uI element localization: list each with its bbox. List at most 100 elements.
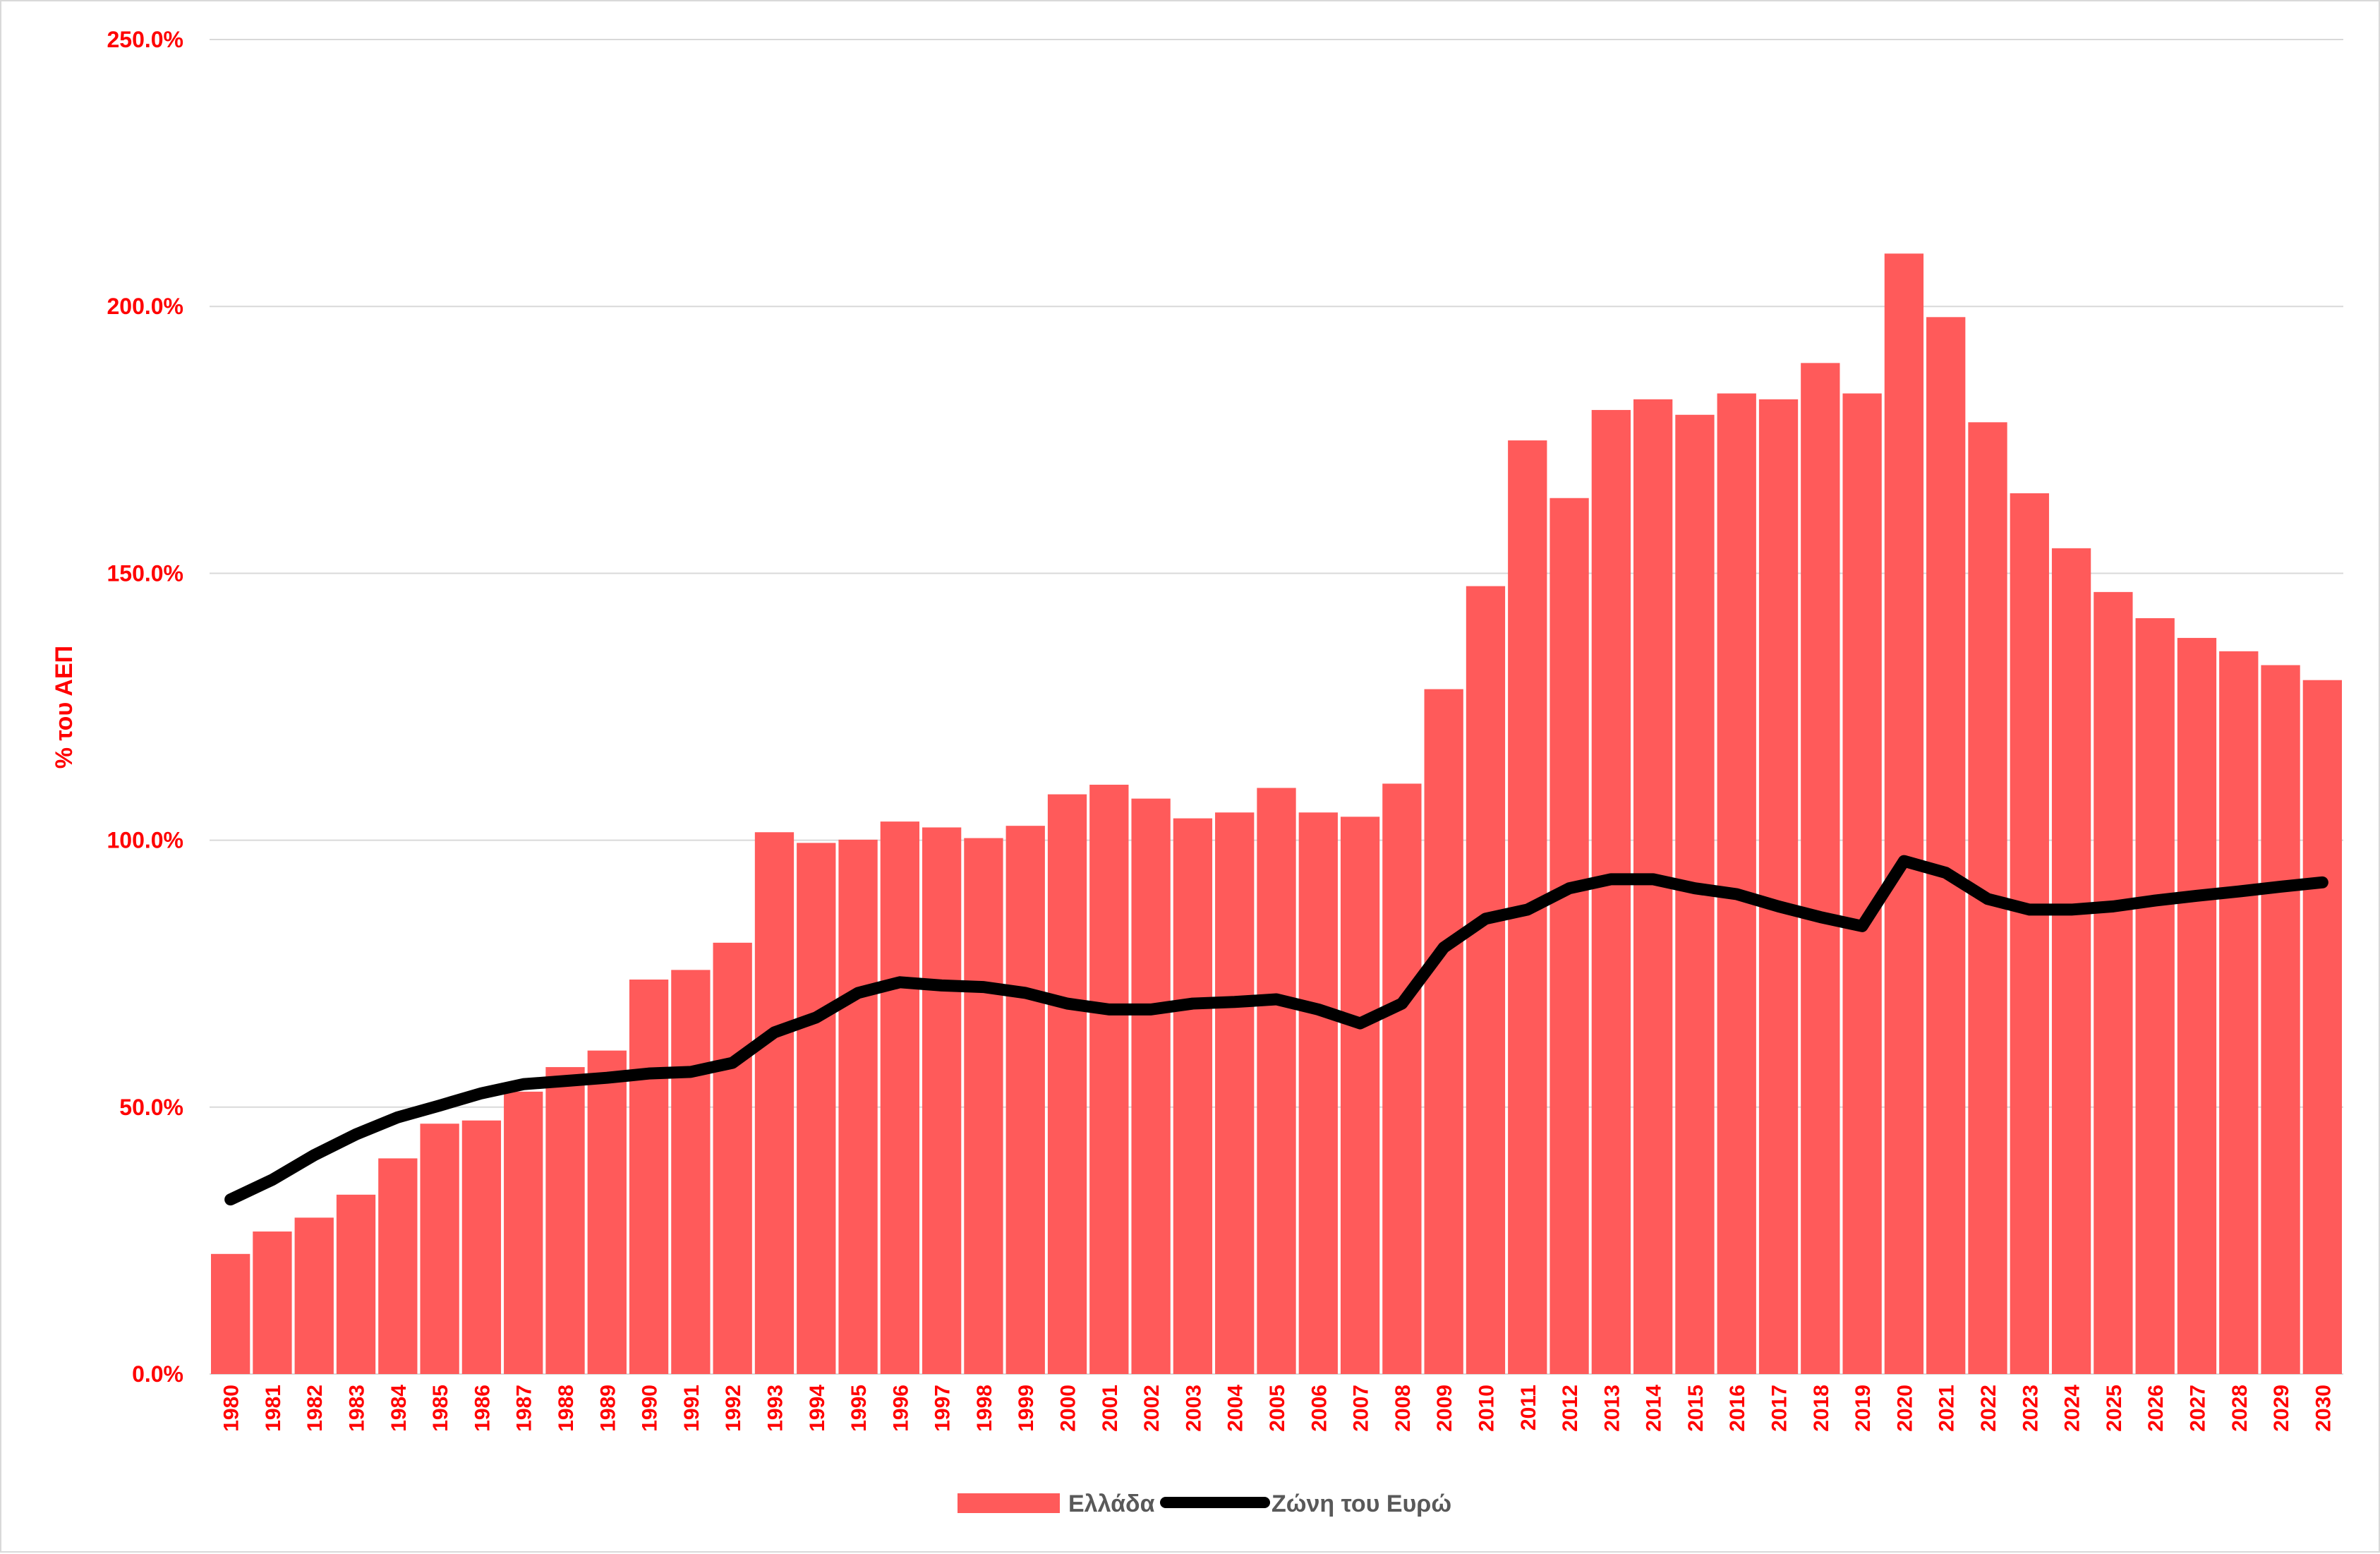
bar bbox=[1173, 818, 1213, 1374]
line-point bbox=[1777, 905, 1780, 908]
x-tick-label: 2000 bbox=[1057, 1385, 1080, 1432]
bar bbox=[1550, 498, 1589, 1375]
line-point bbox=[439, 1104, 441, 1107]
x-tick-label: 2029 bbox=[2270, 1385, 2293, 1432]
x-tick-label: 1989 bbox=[596, 1385, 620, 1432]
legend: Ελλάδα Ζώνη του Ευρώ bbox=[958, 1490, 1451, 1517]
bar bbox=[1215, 812, 1255, 1374]
y-tick-label: 100.0% bbox=[107, 828, 183, 853]
line-point bbox=[481, 1092, 483, 1095]
x-tick-label: 2028 bbox=[2228, 1385, 2252, 1432]
x-tick-label: 2015 bbox=[1684, 1385, 1708, 1432]
bar-series bbox=[211, 253, 2342, 1375]
y-tick-label: 150.0% bbox=[107, 560, 183, 586]
bar bbox=[1382, 783, 1422, 1374]
line-point bbox=[941, 984, 943, 987]
x-tick-label: 1988 bbox=[555, 1385, 578, 1432]
line-point bbox=[271, 1179, 273, 1181]
line-point bbox=[773, 1031, 775, 1033]
bar bbox=[1466, 586, 1506, 1374]
x-tick-label: 2008 bbox=[1391, 1385, 1415, 1432]
line-point bbox=[982, 986, 984, 988]
y-tick-label: 200.0% bbox=[107, 294, 183, 319]
bar bbox=[2051, 548, 2091, 1375]
line-point bbox=[2280, 886, 2282, 888]
x-tick-label: 2011 bbox=[1517, 1385, 1540, 1430]
x-tick-label: 2007 bbox=[1350, 1385, 1373, 1432]
line-point bbox=[1108, 1008, 1110, 1011]
legend-label-line: Ζώνη του Ευρώ bbox=[1271, 1490, 1451, 1517]
legend-swatch-bar bbox=[958, 1493, 1060, 1513]
bar bbox=[838, 839, 878, 1374]
line-point bbox=[1693, 887, 1696, 889]
x-tick-label: 1997 bbox=[931, 1385, 955, 1432]
x-tick-label: 2012 bbox=[1559, 1385, 1582, 1432]
bar bbox=[2010, 493, 2049, 1375]
bar bbox=[504, 1091, 543, 1374]
x-tick-label: 2017 bbox=[1768, 1385, 1792, 1432]
bar bbox=[1257, 788, 1296, 1374]
bar bbox=[1801, 363, 1840, 1374]
bar bbox=[1131, 798, 1171, 1374]
bar bbox=[2261, 665, 2300, 1374]
bar bbox=[1047, 794, 1087, 1374]
line-point bbox=[564, 1080, 566, 1082]
line-point bbox=[1025, 992, 1027, 994]
bar bbox=[1089, 784, 1129, 1374]
line-point bbox=[1233, 1001, 1236, 1003]
x-tick-label: 2014 bbox=[1643, 1385, 1666, 1432]
x-tick-label: 1990 bbox=[639, 1385, 662, 1432]
x-tick-label: 2016 bbox=[1726, 1385, 1749, 1432]
bar bbox=[378, 1158, 418, 1374]
bar bbox=[1926, 317, 1966, 1374]
y-tick-label: 50.0% bbox=[119, 1095, 183, 1120]
x-tick-label: 2027 bbox=[2186, 1385, 2209, 1432]
line-point bbox=[1861, 925, 1863, 927]
line-point bbox=[1526, 908, 1528, 910]
x-tick-label: 2018 bbox=[1810, 1385, 1833, 1432]
x-tick-label: 1985 bbox=[429, 1385, 452, 1432]
line-point bbox=[1150, 1008, 1152, 1011]
x-tick-label: 2009 bbox=[1433, 1385, 1456, 1432]
x-tick-label: 1992 bbox=[722, 1385, 745, 1432]
line-point bbox=[689, 1071, 691, 1073]
bar bbox=[1884, 253, 1924, 1374]
bar bbox=[1005, 826, 1045, 1374]
line-point bbox=[1652, 878, 1654, 880]
bar bbox=[964, 838, 1003, 1374]
bar bbox=[1717, 393, 1756, 1375]
x-tick-label: 2022 bbox=[1977, 1385, 2000, 1432]
bar bbox=[1591, 409, 1631, 1374]
line-point bbox=[2321, 881, 2324, 884]
line-point bbox=[1485, 917, 1487, 920]
line-point bbox=[1987, 898, 1988, 900]
line-point bbox=[2112, 905, 2114, 908]
x-tick-label: 1983 bbox=[346, 1385, 369, 1432]
line-point bbox=[313, 1154, 315, 1156]
line-point bbox=[857, 992, 859, 994]
x-tick-label: 2026 bbox=[2144, 1385, 2168, 1432]
line-point bbox=[1066, 1003, 1068, 1005]
bar bbox=[253, 1231, 292, 1374]
bar bbox=[1340, 817, 1380, 1374]
bar bbox=[2219, 651, 2259, 1374]
x-tick-label: 1991 bbox=[680, 1385, 703, 1432]
line-point bbox=[355, 1133, 357, 1136]
x-tick-label: 1996 bbox=[889, 1385, 912, 1432]
x-tick-label: 2020 bbox=[1893, 1385, 1916, 1432]
line-point bbox=[606, 1077, 608, 1079]
bar bbox=[336, 1194, 376, 1374]
x-tick-label: 1998 bbox=[973, 1385, 996, 1432]
x-tick-label: 1986 bbox=[471, 1385, 494, 1432]
bar bbox=[1298, 812, 1338, 1374]
x-tick-label: 2023 bbox=[2019, 1385, 2042, 1432]
line-series bbox=[224, 855, 2328, 1206]
line-point bbox=[1569, 887, 1571, 889]
bar bbox=[2094, 591, 2133, 1374]
line-point bbox=[1819, 916, 1821, 918]
x-tick-label: 2001 bbox=[1099, 1385, 1122, 1432]
line-point bbox=[1945, 872, 1947, 874]
bar bbox=[754, 832, 795, 1374]
x-tick-label: 1999 bbox=[1015, 1385, 1038, 1432]
